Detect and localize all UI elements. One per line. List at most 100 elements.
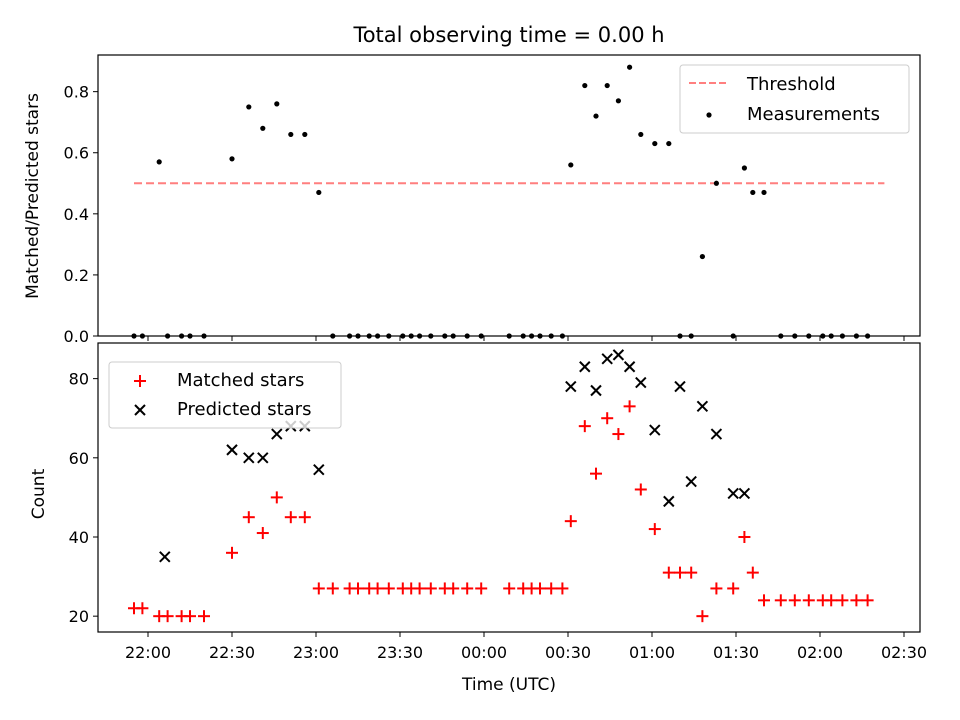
predicted-star-point — [623, 361, 636, 373]
predicted-star-point — [649, 424, 661, 436]
top-legend: Threshold Measurements — [679, 64, 910, 134]
top-plot-area: 0.0 0.2 0.4 0.6 0.8 — [64, 83, 905, 346]
matched-star-point — [612, 428, 625, 441]
matched-star-point — [284, 511, 297, 524]
matched-star-point — [461, 582, 474, 595]
predicted-star-point — [257, 452, 269, 464]
predicted-star-point — [159, 551, 171, 563]
legend-matched-swatch — [134, 375, 146, 387]
matched-star-point — [136, 602, 149, 615]
predicted-star-point — [635, 376, 647, 389]
matched-star-point — [382, 582, 395, 595]
matched-star-point — [556, 582, 569, 595]
predicted-star-point — [590, 384, 602, 397]
matched-star-point — [326, 582, 339, 595]
matched-star-point — [674, 566, 686, 579]
bottom-y-tick-label: 40 — [69, 528, 89, 547]
measurement-point — [568, 162, 574, 168]
bottom-data-marks — [128, 349, 874, 623]
legend-measurements-swatch — [706, 112, 712, 118]
x-tick-label: 02:30 — [881, 643, 927, 662]
matched-star-point — [161, 610, 174, 623]
bottom-y-tick-label: 20 — [69, 607, 89, 626]
measurement-point — [638, 131, 644, 138]
matched-star-point — [802, 594, 815, 607]
matched-star-point — [226, 546, 238, 559]
matched-star-point — [198, 610, 210, 623]
measurement-point — [582, 82, 588, 89]
predicted-star-point — [601, 353, 613, 365]
matched-star-point — [738, 530, 751, 543]
measurement-point — [666, 140, 672, 147]
matched-star-point — [256, 527, 269, 540]
top-axes-frame — [97, 54, 921, 337]
matched-star-point — [774, 594, 787, 607]
measurement-point — [741, 165, 748, 171]
matched-star-point — [685, 566, 698, 579]
predicted-star-point — [579, 361, 591, 373]
chart-title: Total observing time = 0.00 h — [352, 23, 664, 47]
matched-star-point — [634, 483, 647, 496]
matched-star-point — [850, 594, 863, 607]
measurement-point — [593, 113, 599, 119]
matched-star-point — [710, 582, 723, 595]
x-tick-label: 23:00 — [293, 643, 339, 662]
matched-star-point — [648, 523, 661, 536]
bottom-y-tick-label: 60 — [69, 449, 89, 468]
x-tick-label: 00:30 — [545, 643, 591, 662]
measurement-point — [316, 189, 322, 196]
x-tick-label: 22:00 — [125, 643, 171, 662]
top-y-tick-label: 0.0 — [64, 327, 89, 346]
matched-star-point — [564, 515, 577, 528]
predicted-star-point — [243, 452, 255, 464]
legend-measurements-label: Measurements — [747, 104, 880, 125]
matched-star-point — [312, 582, 325, 595]
x-tick-label: 00:00 — [461, 643, 507, 662]
measurement-point — [713, 180, 720, 186]
measurement-point — [274, 101, 280, 107]
predicted-star-point — [663, 495, 675, 508]
legend-predicted-label: Predicted stars — [177, 399, 311, 420]
predicted-star-point — [696, 400, 709, 413]
top-y-tick-label: 0.8 — [64, 83, 89, 102]
matched-star-point — [371, 582, 384, 595]
measurement-point — [156, 159, 162, 165]
predicted-star-point — [612, 349, 625, 361]
matched-star-point — [545, 582, 558, 595]
matched-star-point — [578, 420, 591, 433]
measurement-point — [229, 156, 235, 162]
matched-star-point — [475, 582, 488, 595]
measurement-point — [761, 189, 767, 196]
matched-star-point — [413, 582, 426, 595]
matched-star-point — [590, 467, 602, 480]
measurement-point — [260, 125, 266, 131]
measurement-point — [699, 253, 706, 260]
legend-predicted-swatch — [134, 404, 146, 416]
matched-star-point — [696, 610, 709, 623]
top-legend-box — [679, 64, 910, 134]
predicted-star-point — [565, 380, 577, 393]
x-tick-label: 22:30 — [209, 643, 255, 662]
x-axis-label: Time (UTC) — [461, 675, 556, 695]
measurement-point — [627, 64, 633, 70]
matched-star-point — [758, 594, 770, 607]
matched-star-point — [534, 582, 546, 595]
bottom-axes-frame — [97, 342, 921, 633]
predicted-star-point — [313, 463, 325, 476]
measurement-point — [246, 104, 252, 110]
predicted-star-point — [685, 475, 697, 488]
matched-star-point — [662, 566, 675, 579]
matched-star-point — [447, 582, 460, 595]
top-data-marks — [131, 64, 885, 339]
matched-star-point — [424, 582, 437, 595]
top-y-tick-label: 0.6 — [64, 144, 89, 163]
matched-star-point — [788, 594, 801, 607]
measurement-point — [615, 98, 622, 104]
x-tick-label: 02:00 — [797, 643, 843, 662]
top-y-tick-label: 0.4 — [64, 205, 89, 224]
predicted-star-point — [271, 428, 283, 440]
matched-star-point — [242, 511, 255, 524]
matched-star-point — [746, 566, 759, 579]
bottom-plot-area: 22:00 22:30 23:00 23:30 00:00 00:30 01:00 01:30… — [69, 370, 927, 662]
predicted-star-point — [738, 487, 751, 500]
